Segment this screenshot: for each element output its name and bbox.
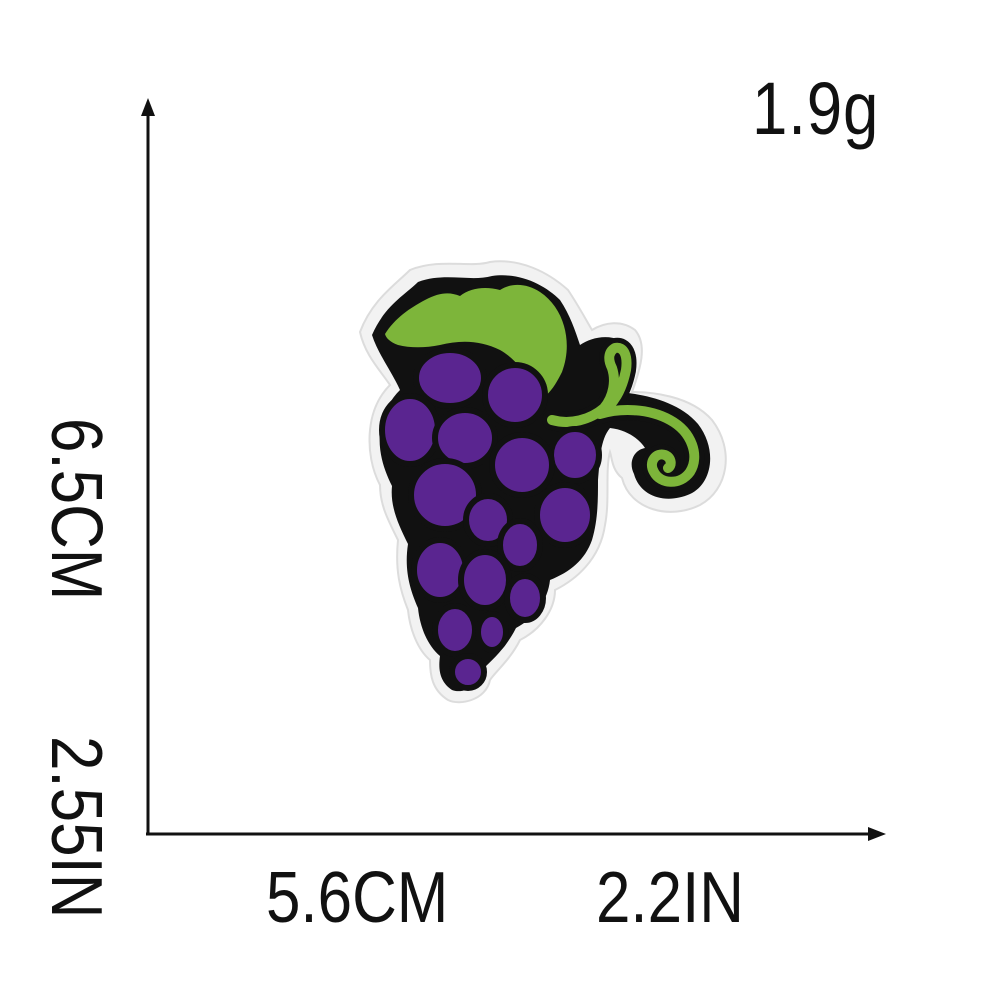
height-in-label: 2.55IN — [36, 736, 116, 919]
height-cm-label: 6.5CM — [36, 418, 116, 601]
grape-berry — [413, 347, 487, 409]
grape-berry — [548, 426, 602, 484]
grape-berry — [449, 653, 487, 691]
grape-berry — [534, 482, 596, 548]
width-in-label: 2.2IN — [596, 858, 745, 938]
grape-berry — [489, 432, 555, 498]
grape-berry — [379, 393, 441, 467]
grape-berries — [379, 347, 602, 691]
width-cm-label: 5.6CM — [266, 858, 449, 938]
grape-berry — [432, 407, 498, 469]
leaf-shape — [385, 284, 567, 398]
grape-berry — [463, 493, 513, 547]
grape-berry — [475, 611, 509, 653]
grape-berry — [482, 362, 548, 428]
grape-berry — [504, 573, 546, 623]
grape-berry — [497, 518, 543, 572]
tendril — [542, 337, 705, 492]
grape-berry — [458, 549, 512, 611]
arrow-up-icon — [141, 98, 155, 116]
arrow-right-icon — [868, 827, 886, 841]
weight-label: 1.9g — [752, 67, 880, 150]
grape-berry — [411, 537, 469, 603]
grape-berry — [432, 603, 478, 657]
